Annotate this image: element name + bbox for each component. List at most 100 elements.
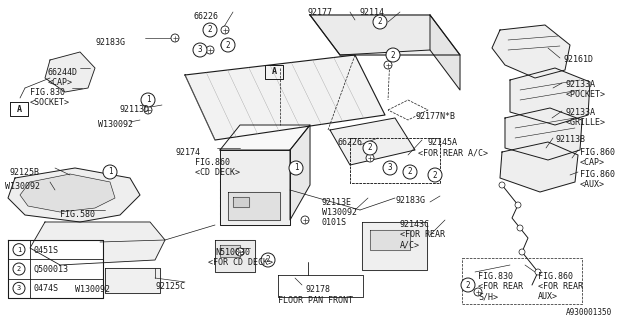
Circle shape [13, 244, 25, 256]
Text: 92113D: 92113D [120, 105, 150, 114]
Text: 66226: 66226 [338, 138, 363, 147]
Circle shape [383, 161, 397, 175]
Polygon shape [430, 15, 460, 90]
Text: 92125B: 92125B [10, 168, 40, 177]
Text: FIG.830: FIG.830 [478, 272, 513, 281]
Circle shape [193, 43, 207, 57]
Polygon shape [510, 68, 590, 125]
Text: <CAP>: <CAP> [48, 78, 73, 87]
Text: <POCKET>: <POCKET> [566, 90, 606, 99]
Text: 92125C: 92125C [155, 282, 185, 291]
Circle shape [373, 15, 387, 29]
Text: FIG.830: FIG.830 [30, 88, 65, 97]
Text: 2: 2 [266, 255, 270, 265]
Circle shape [264, 256, 272, 264]
Text: <CD DECK>: <CD DECK> [195, 168, 240, 177]
Text: 3: 3 [17, 285, 21, 291]
Text: 92177: 92177 [307, 8, 332, 17]
Polygon shape [185, 55, 385, 140]
Text: 0474S: 0474S [34, 284, 59, 293]
Circle shape [366, 154, 374, 162]
Polygon shape [220, 125, 310, 150]
Polygon shape [228, 192, 280, 220]
Text: <SOCKET>: <SOCKET> [30, 98, 70, 107]
Circle shape [406, 168, 414, 176]
Circle shape [515, 202, 521, 208]
Text: 66226: 66226 [193, 12, 218, 21]
Polygon shape [220, 150, 290, 225]
Polygon shape [45, 52, 95, 92]
Text: W130092: W130092 [98, 120, 133, 129]
Text: 2: 2 [433, 171, 437, 180]
Circle shape [13, 282, 25, 294]
Polygon shape [330, 118, 415, 165]
Circle shape [221, 26, 229, 34]
Circle shape [517, 225, 523, 231]
Circle shape [366, 144, 374, 152]
Text: 2: 2 [368, 143, 372, 153]
Text: Q500013: Q500013 [34, 265, 69, 274]
Text: <FOR CD DECK>: <FOR CD DECK> [208, 258, 273, 267]
Text: A930001350: A930001350 [566, 308, 612, 317]
Text: FIG.860: FIG.860 [538, 272, 573, 281]
Text: 92183G: 92183G [95, 38, 125, 47]
Circle shape [301, 216, 309, 224]
Text: FLOOR PAN FRONT: FLOOR PAN FRONT [278, 296, 353, 305]
Circle shape [363, 141, 377, 155]
Circle shape [221, 38, 235, 52]
Text: 92143C: 92143C [400, 220, 430, 229]
Polygon shape [505, 108, 582, 160]
Text: <FOR REAR: <FOR REAR [538, 282, 583, 291]
Text: S/H>: S/H> [478, 292, 498, 301]
Text: 2: 2 [466, 281, 470, 290]
Circle shape [236, 248, 244, 256]
Circle shape [144, 106, 152, 114]
Circle shape [386, 164, 394, 172]
Text: 2: 2 [408, 167, 412, 177]
Text: 92178: 92178 [305, 285, 330, 294]
Text: FIG.580: FIG.580 [60, 210, 95, 219]
Text: A: A [17, 105, 22, 114]
Text: AUX>: AUX> [538, 292, 558, 301]
Polygon shape [105, 268, 160, 293]
Polygon shape [370, 230, 410, 250]
Circle shape [519, 249, 525, 255]
Polygon shape [220, 245, 240, 257]
Bar [220, 150, 290, 225]
Text: 92113E: 92113E [322, 198, 352, 207]
Text: 92114: 92114 [360, 8, 385, 17]
Polygon shape [233, 197, 249, 207]
Circle shape [144, 96, 152, 104]
Text: 92113B: 92113B [556, 135, 586, 144]
Text: 66244D: 66244D [48, 68, 78, 77]
Text: <FOR REAR A/C>: <FOR REAR A/C> [418, 148, 488, 157]
Circle shape [386, 48, 400, 62]
Text: 2: 2 [378, 18, 382, 27]
Circle shape [376, 18, 384, 26]
Polygon shape [500, 142, 578, 192]
Text: FIG.860: FIG.860 [580, 170, 615, 179]
Circle shape [291, 164, 299, 172]
Circle shape [499, 182, 505, 188]
Text: 3: 3 [388, 164, 392, 172]
Text: 92161D: 92161D [563, 55, 593, 64]
Text: <GRILLE>: <GRILLE> [566, 118, 606, 127]
Polygon shape [30, 222, 165, 265]
Circle shape [391, 51, 399, 59]
Text: W130092: W130092 [75, 285, 110, 294]
Text: A: A [271, 68, 276, 76]
Text: <FOR REAR: <FOR REAR [400, 230, 445, 239]
Circle shape [464, 281, 472, 289]
Text: 2: 2 [17, 266, 21, 272]
Circle shape [141, 93, 155, 107]
Text: 1: 1 [146, 95, 150, 105]
Polygon shape [310, 15, 430, 55]
Text: 2: 2 [208, 26, 212, 35]
Text: 1: 1 [294, 164, 298, 172]
Polygon shape [8, 240, 103, 298]
Text: <AUX>: <AUX> [580, 180, 605, 189]
Text: FIG.860: FIG.860 [195, 158, 230, 167]
Text: 92133A: 92133A [566, 108, 596, 117]
Text: FIG.860: FIG.860 [580, 148, 615, 157]
Text: <FOR REAR: <FOR REAR [478, 282, 523, 291]
